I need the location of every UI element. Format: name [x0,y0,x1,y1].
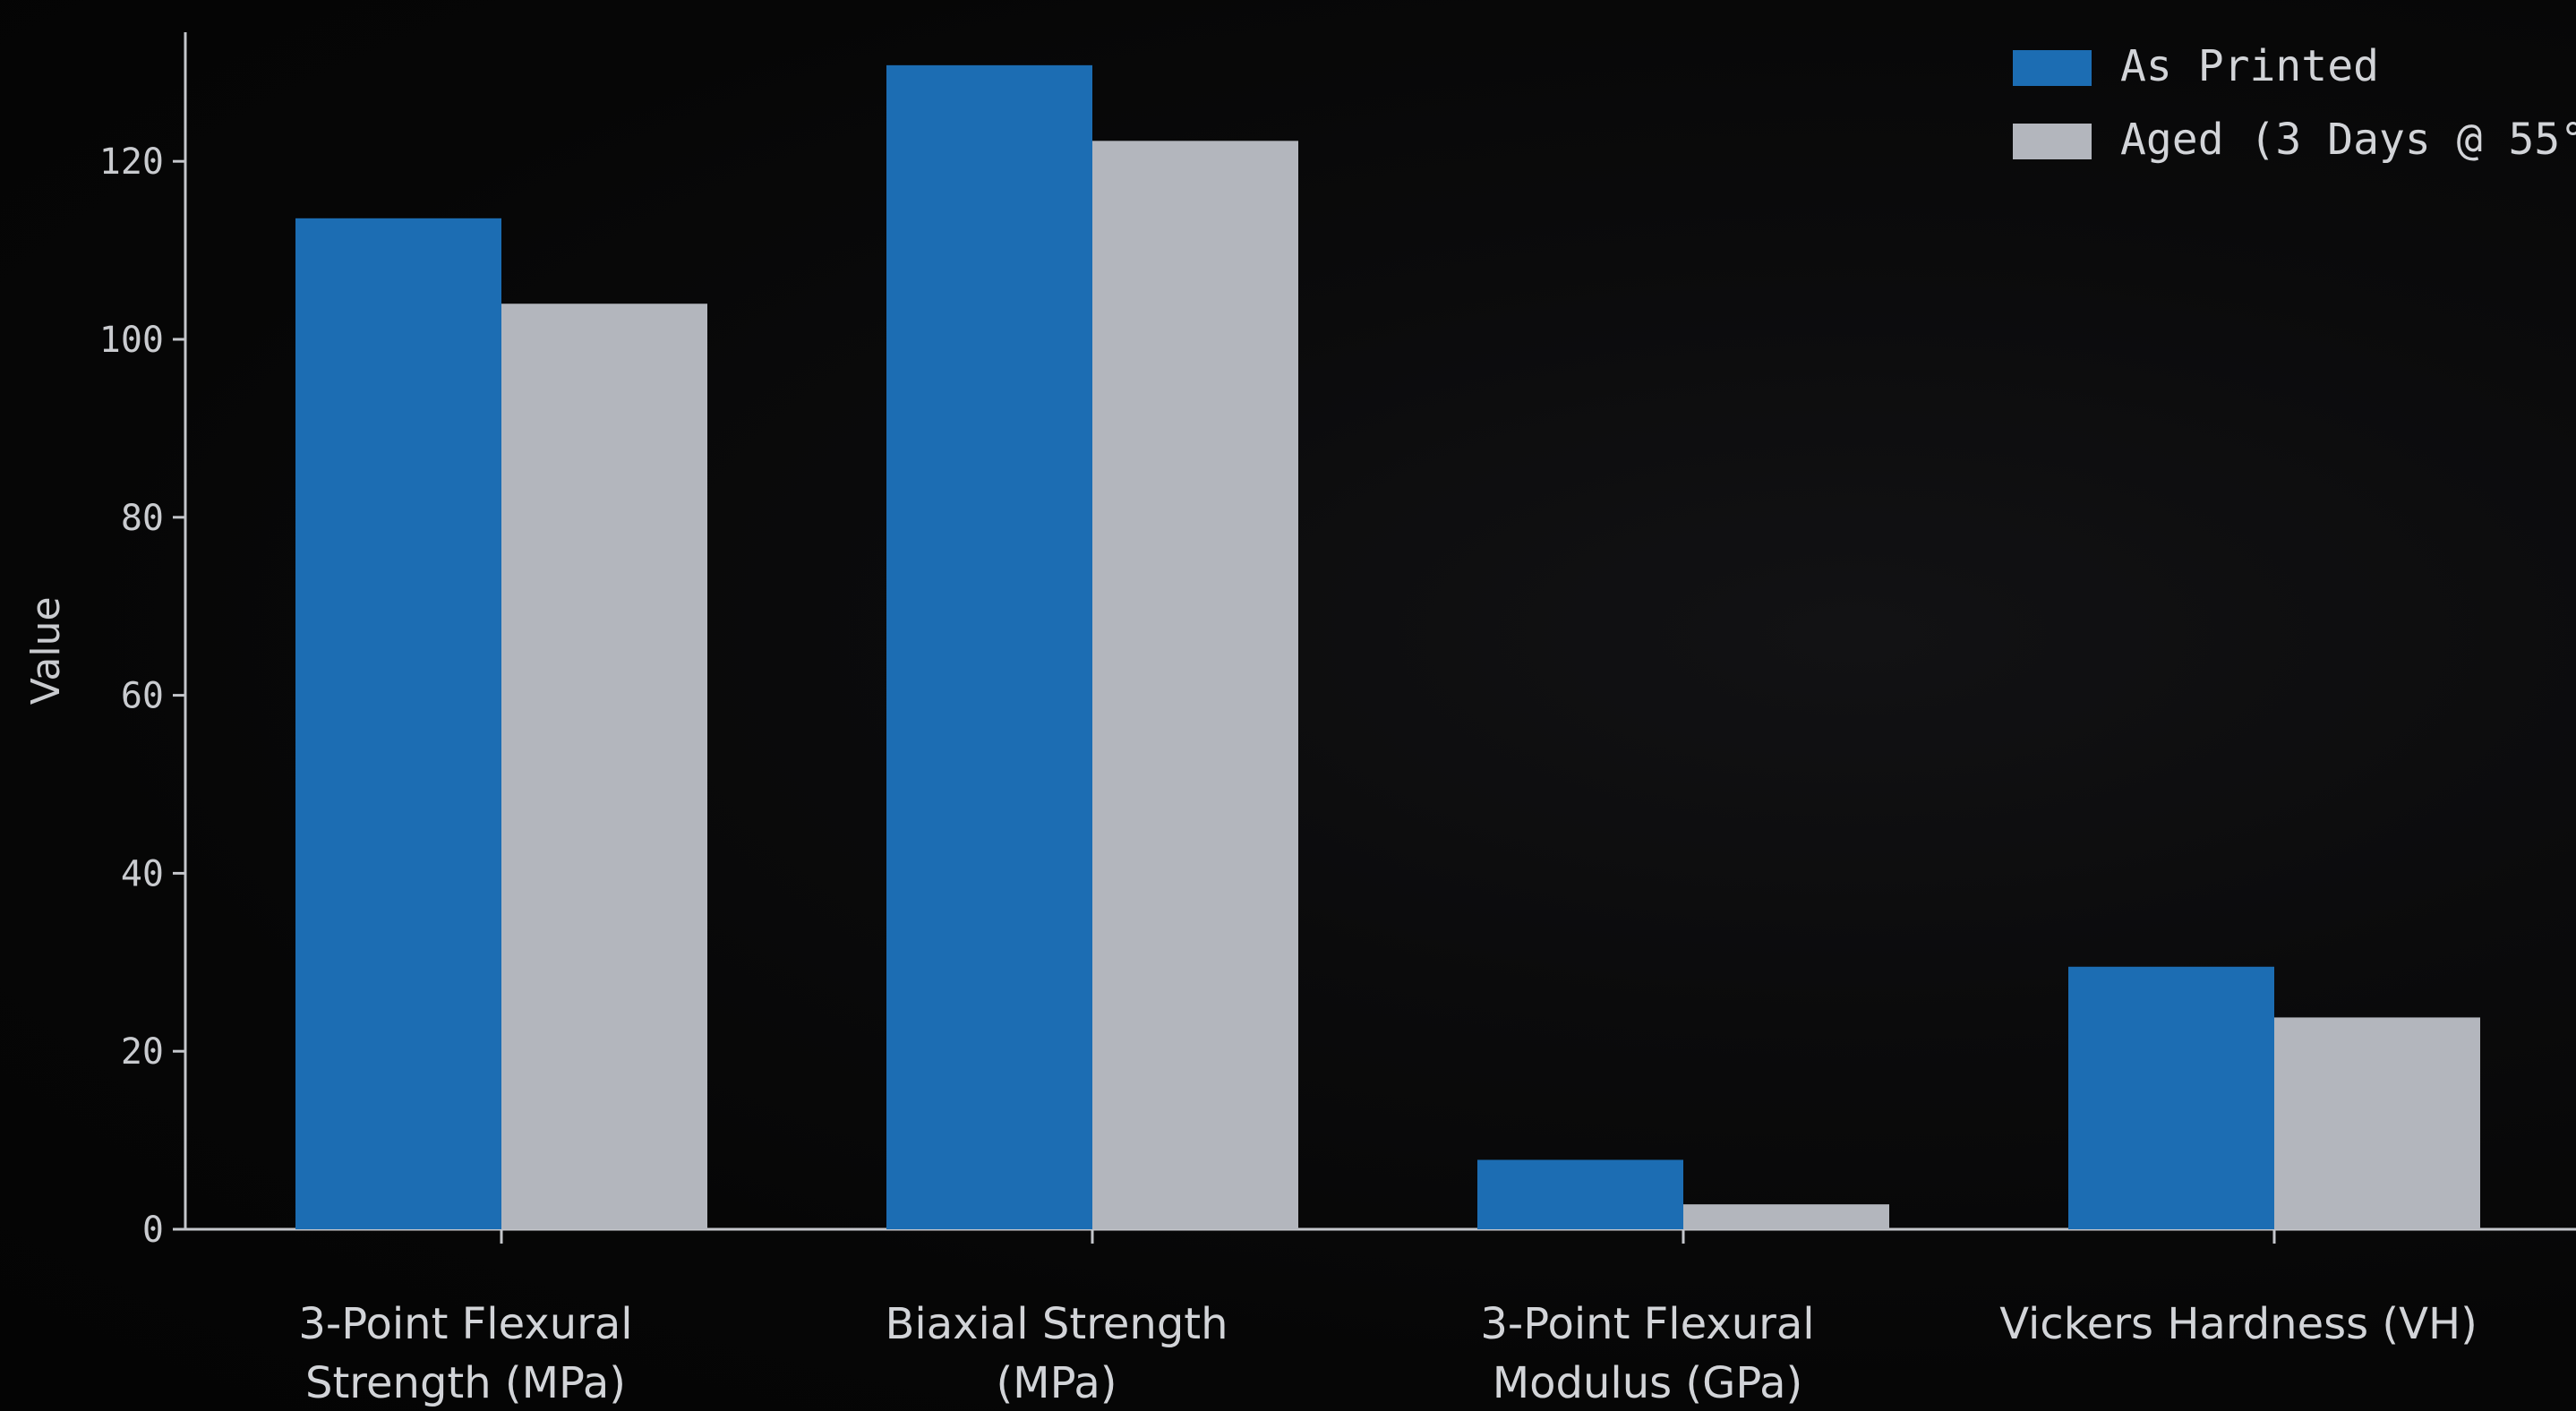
x-axis: 3-Point Flexural Strength (MPa) Biaxial St… [185,1227,2576,1408]
y-tick-label: 120 [99,141,164,183]
bar-as-printed-1 [886,64,1092,1229]
y-tick-label: 60 [121,676,164,717]
legend-label-aged: Aged (3 Days @ 55°C) [2120,115,2576,165]
y-tick-label: 0 [142,1210,164,1251]
x-category-label-line: (MPa) [996,1358,1117,1408]
legend-swatch-aged [2013,124,2092,159]
bar-as-printed-0 [295,218,501,1229]
y-tick-label: 100 [99,320,164,361]
x-category-label-line: 3-Point Flexural [1480,1299,1814,1349]
x-category-label-line: Modulus (GPa) [1493,1358,1803,1408]
x-category-label-line: Biaxial Strength [885,1299,1228,1349]
bar-aged-0 [501,304,707,1229]
bar-as-printed-3 [2068,966,2274,1229]
legend: As Printed Aged (3 Days @ 55°C) [2013,41,2576,165]
x-category-label-line: 3-Point Flexural [298,1299,632,1349]
legend-swatch-as-printed [2013,50,2092,86]
y-tick-label: 40 [121,853,164,894]
y-tick-label: 20 [121,1031,164,1073]
x-category-label-line: Strength (MPa) [305,1358,626,1408]
bars [295,64,2480,1229]
x-category-label-line: Vickers Hardness (VH) [1999,1299,2478,1349]
y-axis: 0 20 40 60 80 100 120 Value [23,32,187,1251]
x-category-label: Biaxial Strength (MPa) [885,1299,1228,1408]
x-category-label: 3-Point Flexural Modulus (GPa) [1480,1299,1814,1408]
bar-aged-1 [1092,141,1298,1229]
legend-label-as-printed: As Printed [2120,41,2379,91]
bar-aged-3 [2274,1017,2480,1229]
bar-as-printed-2 [1477,1159,1683,1229]
x-category-label: 3-Point Flexural Strength (MPa) [298,1299,632,1408]
y-tick-label: 80 [121,498,164,539]
bar-aged-2 [1683,1204,1889,1229]
y-axis-title: Value [23,596,69,705]
x-category-label: Vickers Hardness (VH) [1999,1299,2478,1349]
